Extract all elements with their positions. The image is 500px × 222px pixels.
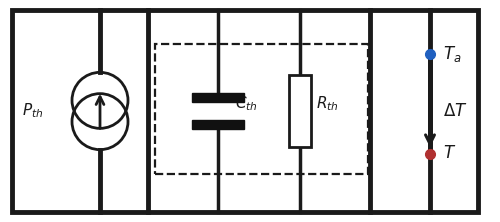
Bar [192,120,244,129]
Text: $T_a$: $T_a$ [443,44,462,64]
Bar [192,93,244,102]
Text: $\Delta T$: $\Delta T$ [443,103,468,119]
Text: $P_{th}$: $P_{th}$ [22,102,44,120]
Bar [155,44,368,174]
Text: $R_{th}$: $R_{th}$ [316,95,339,113]
Bar [289,75,311,147]
Text: $T$: $T$ [443,145,456,163]
Text: $C_{th}$: $C_{th}$ [235,95,258,113]
